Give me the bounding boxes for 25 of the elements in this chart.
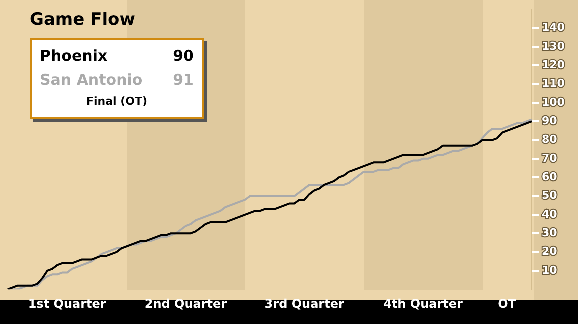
x-tick-label: 3rd Quarter	[264, 296, 344, 311]
y-tick-label: 120	[542, 58, 566, 72]
annotation: Final (OT)	[85, 94, 149, 110]
annotation: 91	[173, 70, 194, 91]
x-tick-label: 1st Quarter	[28, 296, 106, 311]
y-tick-label: 100	[542, 96, 566, 109]
y-tick-label: 40	[542, 208, 558, 221]
y-tick-label: 70	[542, 152, 558, 165]
x-tick-label: 2nd Quarter	[144, 296, 228, 311]
x-tick-label: 4th Quarter	[384, 296, 464, 311]
x-tick-label: OT	[498, 296, 518, 311]
y-tick-label: 10	[542, 264, 558, 277]
text: San Antonio	[40, 70, 143, 91]
annotation: 90	[173, 46, 194, 67]
y-tick-label: 20	[542, 245, 558, 258]
y-tick-label: 30	[542, 226, 558, 240]
chart-title: Game Flow	[30, 10, 136, 30]
text: Phoenix	[40, 46, 108, 67]
y-tick-label: 80	[542, 133, 558, 146]
y-tick-label: 130	[542, 40, 566, 53]
y-tick-label: 110	[542, 77, 566, 90]
y-tick-label: 60	[542, 170, 558, 184]
y-tick-label: 50	[542, 189, 558, 202]
y-tick-label: 90	[542, 114, 558, 128]
y-tick-label: 140	[542, 21, 566, 34]
